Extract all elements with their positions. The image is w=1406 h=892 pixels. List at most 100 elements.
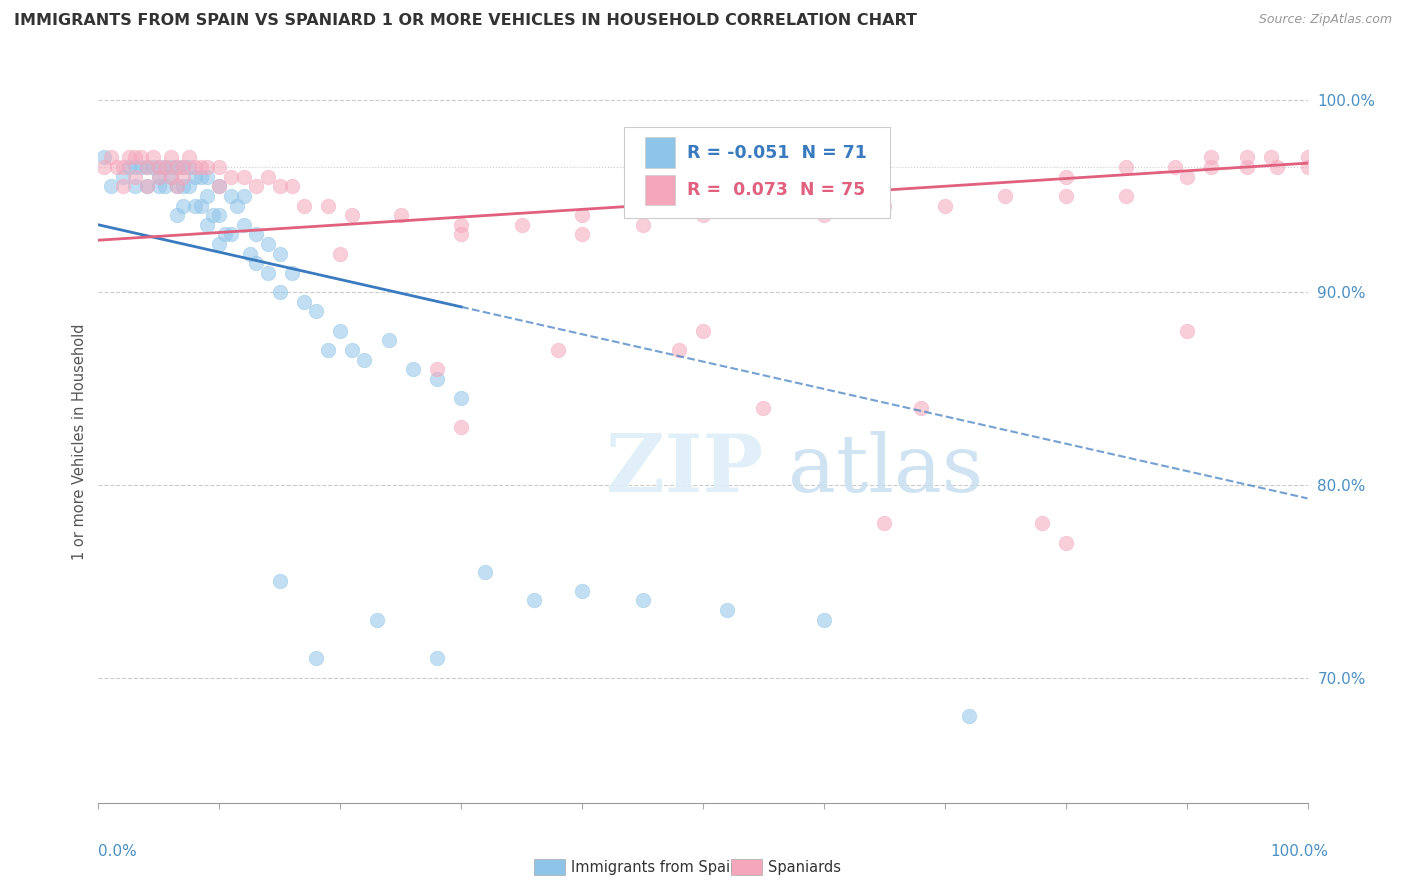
- Point: [292, 198, 315, 212]
- Text: Spaniards: Spaniards: [768, 860, 841, 874]
- Point: [389, 208, 412, 222]
- Point: [1175, 169, 1198, 184]
- Point: [342, 343, 364, 357]
- Point: [232, 169, 254, 184]
- FancyBboxPatch shape: [624, 128, 890, 218]
- Point: [172, 179, 194, 194]
- Point: [813, 613, 835, 627]
- Point: [873, 198, 896, 212]
- Point: [377, 334, 399, 348]
- Point: [153, 179, 176, 194]
- Point: [221, 169, 243, 184]
- Point: [1199, 150, 1222, 164]
- Point: [631, 218, 654, 232]
- Point: [547, 343, 569, 357]
- Point: [269, 285, 291, 300]
- Point: [93, 150, 115, 164]
- Point: [118, 150, 141, 164]
- Point: [166, 160, 188, 174]
- Text: Source: ZipAtlas.com: Source: ZipAtlas.com: [1258, 13, 1392, 27]
- Point: [208, 237, 231, 252]
- Point: [160, 160, 183, 174]
- Point: [172, 198, 194, 212]
- Point: [269, 246, 291, 260]
- Point: [1115, 189, 1137, 203]
- Point: [1115, 160, 1137, 174]
- Point: [202, 208, 225, 222]
- Point: [1054, 189, 1077, 203]
- Point: [342, 208, 364, 222]
- Point: [269, 179, 291, 194]
- Point: [124, 169, 146, 184]
- Point: [692, 208, 714, 222]
- Point: [179, 179, 201, 194]
- Point: [329, 246, 352, 260]
- Text: R =  0.073  N = 75: R = 0.073 N = 75: [688, 181, 866, 199]
- Point: [93, 160, 115, 174]
- Point: [450, 227, 472, 242]
- Point: [172, 160, 194, 174]
- Point: [135, 179, 157, 194]
- Point: [1163, 160, 1185, 174]
- Point: [166, 208, 188, 222]
- Point: [184, 160, 207, 174]
- Point: [305, 651, 328, 665]
- Point: [160, 169, 183, 184]
- Point: [190, 198, 212, 212]
- Point: [179, 150, 201, 164]
- Point: [190, 169, 212, 184]
- Point: [184, 169, 207, 184]
- Point: [153, 160, 176, 174]
- Point: [129, 150, 152, 164]
- Point: [305, 304, 328, 318]
- Point: [426, 372, 449, 386]
- Point: [135, 179, 157, 194]
- Point: [124, 179, 146, 194]
- Point: [813, 208, 835, 222]
- Point: [1054, 169, 1077, 184]
- FancyBboxPatch shape: [645, 137, 675, 168]
- Point: [1260, 150, 1282, 164]
- Point: [129, 160, 152, 174]
- Point: [195, 169, 218, 184]
- Point: [426, 362, 449, 376]
- Point: [1175, 324, 1198, 338]
- Point: [316, 198, 339, 212]
- Point: [105, 160, 128, 174]
- Point: [571, 583, 593, 598]
- Point: [1054, 535, 1077, 549]
- Point: [160, 169, 183, 184]
- Point: [1296, 150, 1319, 164]
- Point: [172, 160, 194, 174]
- Point: [256, 237, 278, 252]
- Point: [124, 160, 146, 174]
- Point: [1296, 160, 1319, 174]
- Text: atlas: atlas: [787, 432, 983, 509]
- Point: [668, 343, 690, 357]
- Point: [100, 179, 122, 194]
- Point: [214, 227, 236, 242]
- Point: [148, 169, 170, 184]
- Point: [474, 565, 496, 579]
- Point: [239, 246, 262, 260]
- Point: [221, 227, 243, 242]
- Point: [1236, 150, 1258, 164]
- Point: [135, 160, 157, 174]
- Point: [934, 198, 956, 212]
- Point: [135, 160, 157, 174]
- Point: [208, 179, 231, 194]
- Point: [166, 179, 188, 194]
- Point: [166, 179, 188, 194]
- Point: [118, 160, 141, 174]
- Point: [329, 324, 352, 338]
- Text: 100.0%: 100.0%: [1271, 845, 1329, 859]
- Point: [269, 574, 291, 589]
- Point: [184, 198, 207, 212]
- Point: [160, 150, 183, 164]
- Text: ZIP: ZIP: [606, 432, 763, 509]
- Point: [450, 391, 472, 405]
- Point: [190, 160, 212, 174]
- Point: [172, 169, 194, 184]
- Point: [245, 227, 267, 242]
- Point: [111, 160, 134, 174]
